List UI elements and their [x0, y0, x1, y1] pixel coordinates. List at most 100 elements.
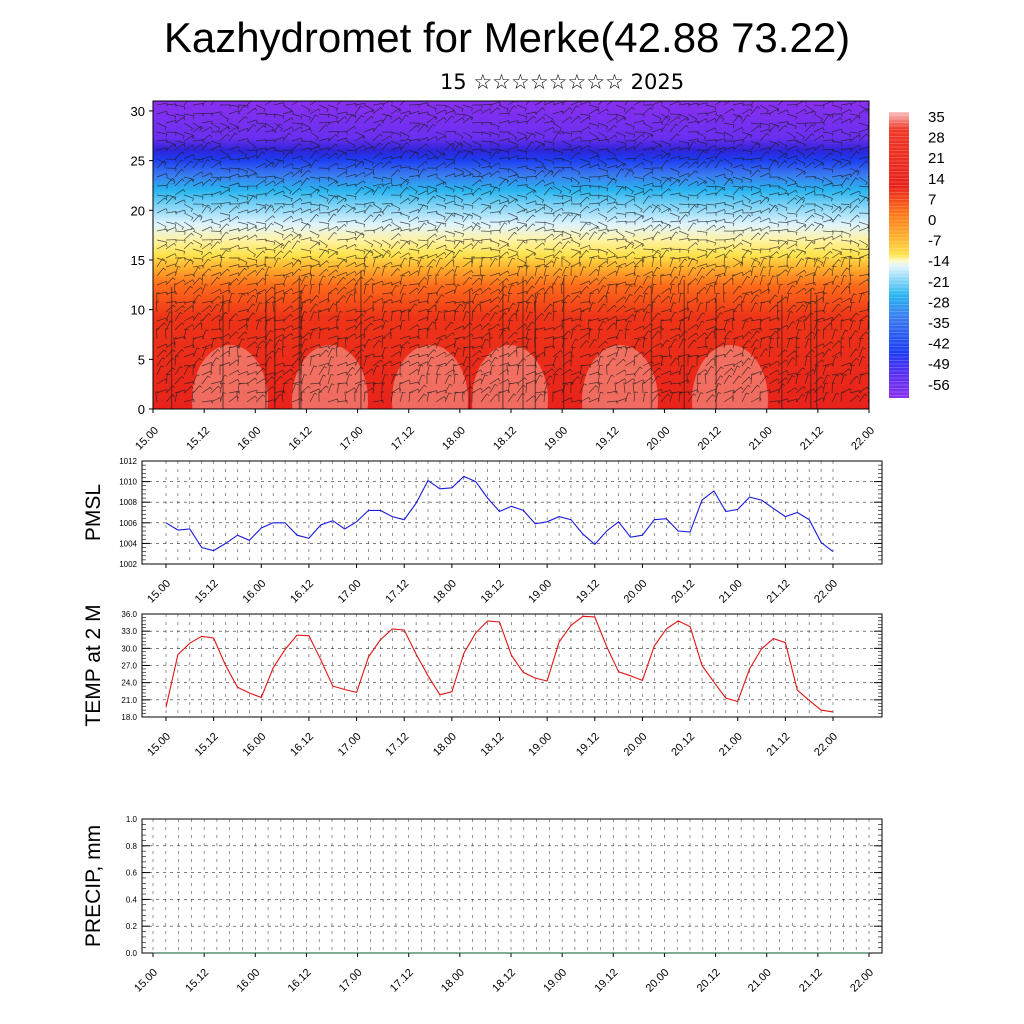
wind-barb: [678, 316, 690, 322]
wind-barb: [201, 226, 213, 232]
wind-barb: [489, 122, 500, 130]
wind-barb: [552, 241, 563, 250]
wind-barb: [696, 345, 708, 350]
wind-barb: [309, 295, 320, 304]
wind-barb: [408, 303, 418, 313]
wind-barb: [255, 139, 267, 143]
wind-barb: [642, 217, 654, 223]
wind-barb: [777, 221, 789, 226]
wind-barb: [768, 221, 780, 228]
wind-barb: [372, 161, 384, 169]
wind-barb: [678, 258, 688, 268]
wind-barb: [714, 253, 726, 259]
wind-barb: [606, 357, 616, 367]
wind-barb: [327, 225, 339, 232]
wind-barb: [408, 388, 420, 394]
wind-barb: [597, 285, 606, 295]
wind-barb: [363, 283, 370, 295]
wind-barb: [453, 239, 465, 245]
wind-barb: [471, 369, 483, 376]
wind-barb: [390, 108, 402, 115]
wind-barb: [795, 131, 805, 140]
wind-barb: [183, 178, 194, 187]
wind-barb: [318, 362, 330, 367]
wind-barb: [462, 386, 473, 394]
wind-barb: [777, 359, 788, 367]
wind-barb: [507, 179, 518, 187]
wind-barb: [750, 191, 762, 196]
wind-barb: [471, 310, 476, 322]
wind-barb: [255, 247, 267, 251]
wind-barb: [390, 391, 396, 403]
wind-barb: [588, 288, 600, 295]
wind-barb: [516, 224, 527, 232]
wind-barb: [452, 364, 457, 376]
wind-barb: [651, 274, 657, 286]
wind-barb: [408, 196, 419, 205]
wind-barb: [156, 147, 168, 151]
wind-barb: [201, 242, 213, 250]
wind-barb: [228, 205, 239, 214]
wind-barb: [372, 152, 383, 160]
wind-barb: [570, 239, 581, 248]
wind-barb: [579, 353, 591, 358]
wind-barb: [741, 131, 752, 139]
wind-barb: [759, 122, 771, 129]
wind-barb: [417, 344, 429, 349]
wind-barb: [282, 346, 286, 358]
wind-barb: [543, 169, 554, 178]
wind-barb: [831, 205, 842, 214]
wind-barb: [552, 257, 560, 268]
wind-barb: [840, 161, 852, 169]
temp-x-tick-label: 17.00: [336, 731, 364, 759]
wind-barb: [858, 253, 869, 259]
wind-barb: [687, 219, 699, 223]
wind-barb: [444, 142, 455, 151]
wind-barb: [156, 292, 160, 304]
wind-barb: [723, 292, 727, 304]
heatmap-x-tick-label: 17.00: [338, 425, 366, 453]
wind-barb: [165, 263, 177, 268]
wind-barb: [264, 180, 276, 187]
wind-barb: [281, 391, 286, 403]
wind-barb: [246, 395, 258, 403]
wind-barb: [498, 204, 508, 214]
pmsl-x-tick-label: 17.12: [383, 578, 411, 606]
wind-barb: [390, 373, 402, 377]
wind-barb: [354, 160, 365, 169]
wind-barb: [156, 139, 168, 143]
wind-barb: [300, 355, 307, 367]
wind-barb: [372, 280, 384, 286]
wind-barb: [840, 187, 851, 196]
wind-barb: [543, 158, 555, 165]
wind-barb: [830, 319, 835, 331]
wind-barb: [480, 172, 492, 178]
wind-barb: [291, 259, 302, 268]
wind-barb: [156, 239, 168, 246]
wind-barb: [579, 286, 590, 295]
precip-x-tick-label: 20.00: [644, 967, 672, 995]
wind-barb: [669, 212, 680, 220]
wind-barb: [156, 317, 168, 322]
wind-barb: [651, 249, 661, 259]
wind-barb: [786, 197, 797, 205]
wind-barb: [678, 140, 690, 147]
wind-barb: [660, 236, 672, 241]
precip-x-tick-label: 18.00: [439, 967, 467, 995]
wind-barb: [624, 284, 633, 295]
wind-barb: [507, 119, 519, 124]
wind-barb: [840, 221, 852, 227]
wind-barb: [669, 231, 679, 241]
wind-barb: [237, 318, 249, 322]
wind-barb: [264, 266, 272, 277]
wind-barb: [615, 220, 627, 225]
wind-barb: [309, 283, 315, 295]
wind-barb: [651, 143, 663, 151]
wind-barb: [327, 326, 339, 331]
wind-barb: [786, 266, 794, 277]
wind-barb: [417, 111, 429, 115]
wind-barb: [417, 168, 427, 178]
wind-barb: [561, 131, 573, 137]
wind-barb: [327, 120, 339, 124]
wind-barb: [426, 113, 437, 121]
